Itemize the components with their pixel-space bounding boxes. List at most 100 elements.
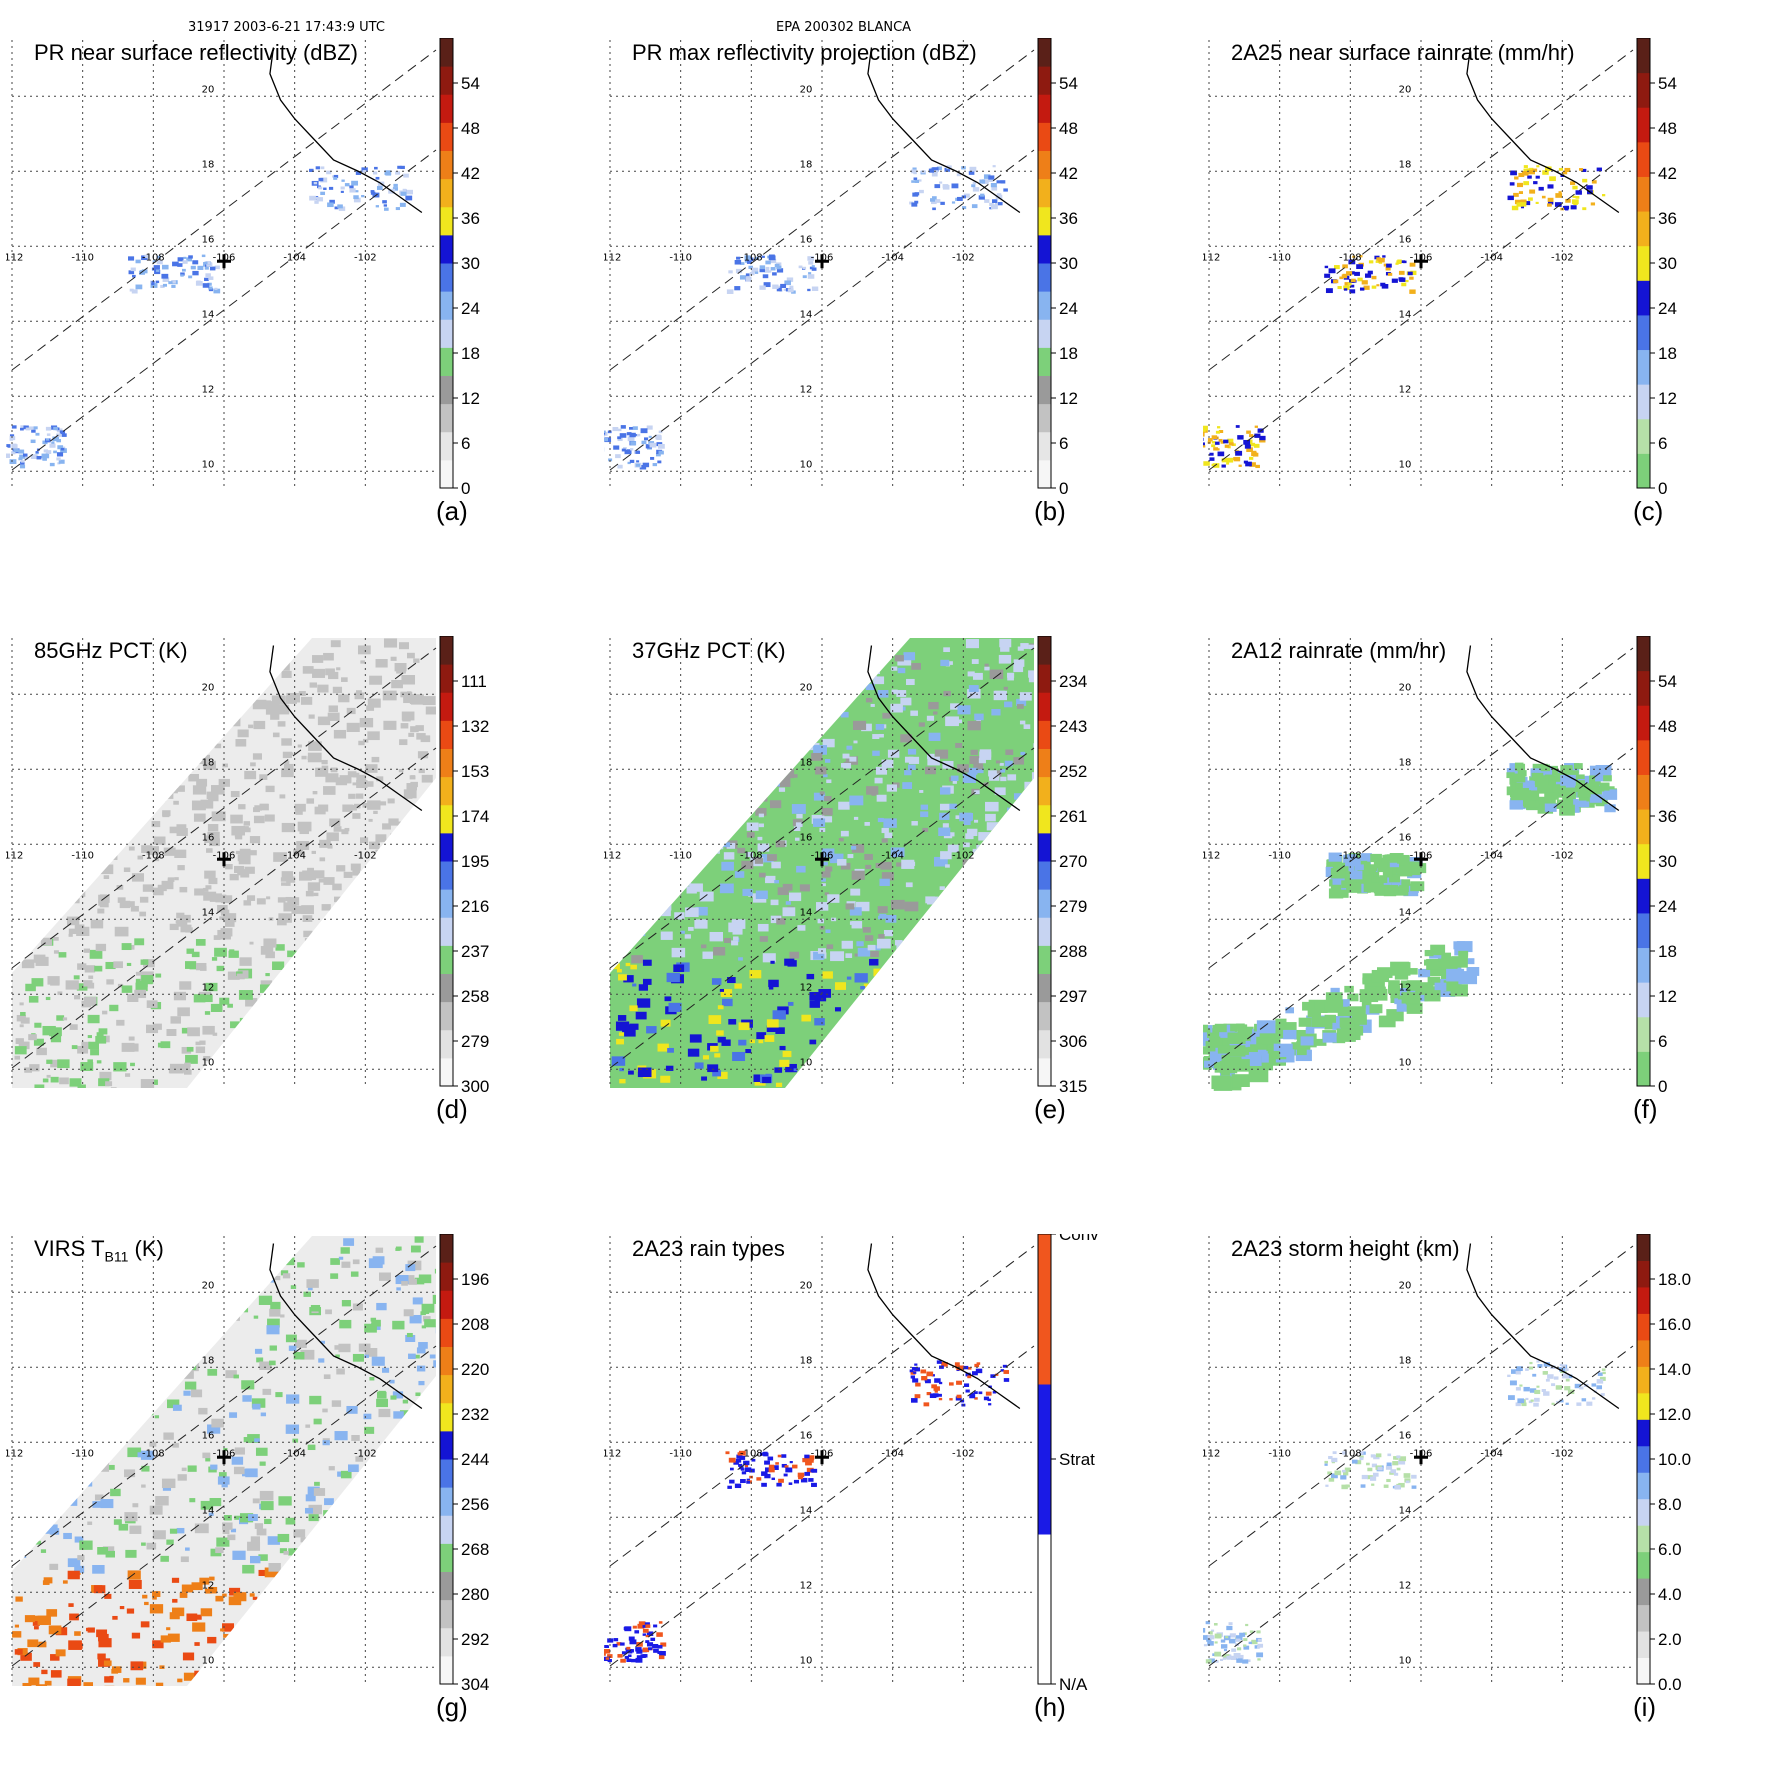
rain-cell: [1384, 1485, 1389, 1488]
swath-cell: [34, 1084, 44, 1091]
swath-cell: [773, 1010, 786, 1019]
swath-cell: [630, 965, 637, 970]
colorbar-segment: [1637, 1578, 1650, 1605]
swath-cell: [780, 1046, 786, 1050]
swath-cell: [826, 779, 831, 783]
colorbar-segment: [1637, 844, 1650, 879]
rain-cell: [1331, 885, 1341, 892]
rain-cell: [1356, 864, 1364, 870]
swath-cell: [163, 1432, 173, 1439]
rain-cell: [385, 172, 391, 176]
rain-cell: [972, 204, 978, 208]
rain-cell: [1395, 263, 1398, 265]
swath-cell: [846, 903, 855, 909]
swath-cell: [702, 952, 713, 959]
colorbar-segment: [440, 319, 453, 348]
rain-cell: [1340, 1018, 1354, 1028]
swath-cell: [141, 1621, 150, 1627]
swath-cell: [963, 843, 970, 848]
colorbar-segment: [440, 1600, 453, 1629]
swath-cell: [130, 1063, 135, 1066]
colorbar-tick-label: 18: [461, 344, 480, 363]
swath-cell: [882, 713, 890, 719]
swath-cell: [376, 659, 388, 668]
colorbar-segment: [1637, 1499, 1650, 1526]
swath-cell: [830, 951, 844, 961]
rain-cell: [1239, 465, 1242, 467]
swath-cell: [141, 975, 153, 984]
rain-cell: [641, 1654, 646, 1658]
swath-cell: [47, 976, 59, 985]
swath-cell: [379, 1273, 391, 1281]
swath-cell: [839, 838, 844, 841]
swath-cell: [348, 1464, 359, 1472]
swath-cell: [991, 709, 1000, 715]
colorbar-segment: [1038, 636, 1051, 665]
swath-cell: [155, 974, 161, 978]
swath-cell: [211, 1004, 223, 1012]
swath-cell: [401, 723, 409, 728]
swath-cell: [324, 1374, 331, 1379]
swath-cell: [74, 1631, 81, 1636]
swath-cell: [367, 731, 379, 740]
lon-tick-label: -104: [283, 850, 306, 861]
swath-cell: [376, 1303, 386, 1310]
panel-a: -112-110-108-106-104-1022018161412100612…: [6, 38, 579, 578]
swath-cell: [338, 694, 349, 702]
rain-cell: [1536, 202, 1539, 204]
rain-cell: [1203, 1628, 1205, 1633]
rain-cell: [373, 171, 377, 174]
swath-cell: [127, 963, 131, 966]
rain-cell: [46, 427, 51, 431]
swath-cell: [186, 949, 194, 954]
rain-cell: [794, 1480, 799, 1484]
swath-cell: [360, 660, 365, 663]
swath-cell: [768, 980, 779, 987]
colorbar-tick-label: 306: [1059, 1032, 1087, 1051]
colorbar-tick-label: 280: [461, 1585, 489, 1604]
rain-cell: [393, 184, 397, 187]
swath-cell: [87, 1059, 93, 1063]
swath-cell: [728, 1019, 736, 1025]
lat-tick-label: 12: [1399, 982, 1412, 993]
panel-h-label: (h): [1034, 1692, 1066, 1723]
rain-cell: [1529, 170, 1535, 175]
lat-tick-label: 16: [202, 832, 215, 843]
rain-cell: [1306, 1028, 1315, 1034]
swath-cell: [141, 1542, 146, 1545]
swath-cell: [695, 1062, 704, 1068]
rain-cell: [634, 1630, 639, 1633]
swath-cell: [14, 1056, 20, 1060]
colorbar-segment: [440, 1290, 453, 1319]
rain-cell: [154, 265, 160, 269]
rain-cell: [643, 463, 649, 468]
colorbar-tick-label: 24: [1059, 299, 1078, 318]
lat-tick-label: 12: [800, 384, 813, 395]
rain-cell: [23, 454, 27, 457]
rain-cell: [1412, 1485, 1417, 1488]
rain-cell: [749, 1469, 755, 1473]
swath-cell: [690, 1034, 702, 1042]
colorbar-segment: [1038, 94, 1051, 123]
rain-cell: [1299, 1018, 1312, 1027]
lat-tick-label: 12: [202, 384, 215, 395]
swath-cell: [34, 1023, 41, 1028]
swath-cell: [724, 938, 731, 943]
rain-cell: [1517, 789, 1529, 798]
rain-cell: [203, 283, 210, 288]
swath-cell: [957, 705, 970, 714]
swath-cell: [119, 1524, 129, 1531]
rain-cell: [403, 189, 407, 192]
swath-cell: [906, 679, 915, 685]
rain-cell: [765, 1468, 768, 1470]
colorbar-segment: [440, 1318, 453, 1347]
swath-cell: [369, 1377, 374, 1380]
rain-cell: [1254, 434, 1260, 438]
swath-cell: [299, 691, 306, 696]
rain-cell: [622, 449, 626, 452]
swath-cell: [391, 680, 403, 688]
lat-tick-label: 12: [800, 982, 813, 993]
swath-cell: [972, 659, 979, 664]
swath-cell: [187, 1047, 194, 1052]
